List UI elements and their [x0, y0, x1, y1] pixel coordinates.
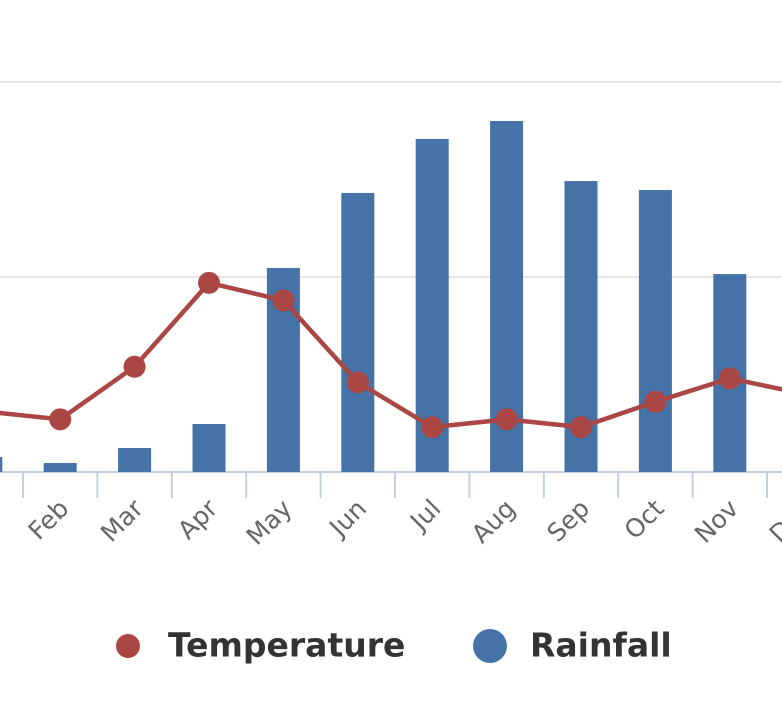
- x-tick-label: Dec: [764, 494, 782, 549]
- x-tick-label: Nov: [689, 494, 744, 549]
- x-tick-label: Jun: [323, 494, 373, 544]
- line: [0, 280, 782, 430]
- bar: [638, 190, 672, 472]
- x-tick-label: May: [241, 494, 298, 551]
- legend-symbol: [116, 634, 140, 658]
- legend-symbol: [473, 629, 507, 663]
- bar: [43, 463, 77, 472]
- line-point: [421, 416, 444, 439]
- bar: [0, 456, 3, 472]
- x-tick-label: Jul: [403, 494, 446, 537]
- x-tick-label: Feb: [23, 494, 75, 546]
- x-tick-label: Aug: [466, 494, 521, 549]
- x-tick-label: Oct: [619, 494, 670, 545]
- bar: [341, 192, 375, 472]
- line-point: [49, 408, 72, 431]
- bar: [192, 424, 226, 472]
- bar: [118, 448, 152, 472]
- line-point: [346, 371, 369, 394]
- line-point: [570, 416, 592, 439]
- line-point: [718, 367, 741, 390]
- line-point: [495, 408, 518, 431]
- line-point: [198, 271, 220, 294]
- legend-label: Rainfall: [530, 626, 672, 665]
- x-tick-label: Apr: [172, 493, 224, 545]
- x-tick-label: Mar: [95, 493, 149, 547]
- x-tick-label: Sep: [541, 494, 595, 548]
- legend-label: Temperature: [168, 626, 405, 665]
- line-point: [123, 355, 146, 378]
- line-point: [644, 390, 667, 413]
- line-point: [272, 289, 295, 312]
